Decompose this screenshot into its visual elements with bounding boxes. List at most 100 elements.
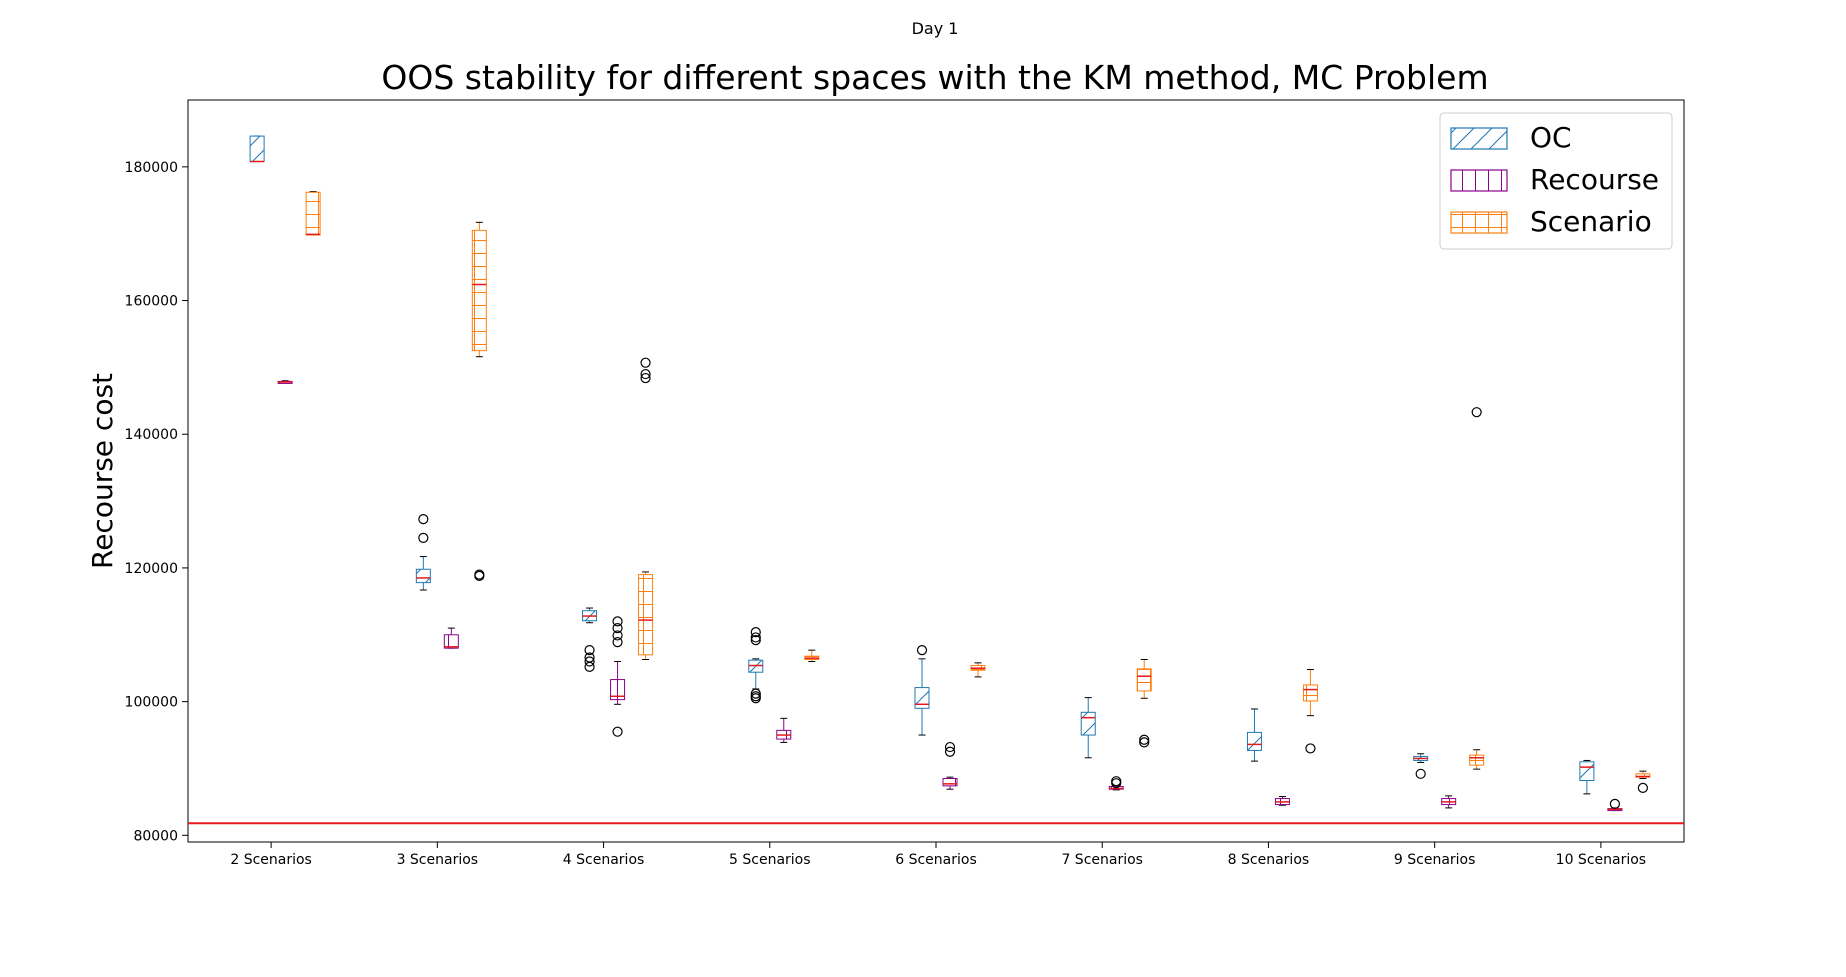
box-body [638, 574, 654, 656]
x-tick-label: 8 Scenarios [1228, 852, 1310, 868]
box-recourse-10 [1607, 798, 1623, 812]
box-body [942, 777, 958, 787]
flier-point [612, 630, 623, 641]
flier-point [584, 661, 595, 672]
box-scenario-3 [471, 221, 487, 582]
legend-swatch [1450, 211, 1508, 234]
box-oc-5 [748, 627, 764, 704]
box-scenario-4 [638, 357, 654, 661]
flier-point [750, 635, 761, 646]
flier-point [584, 652, 595, 663]
x-tick-label: 3 Scenarios [397, 852, 479, 868]
box-scenario-10 [1635, 770, 1651, 793]
flier-point [640, 368, 651, 380]
box-recourse-8 [1274, 796, 1290, 806]
x-tick-label: 4 Scenarios [563, 852, 645, 868]
box-scenario-2 [305, 191, 321, 236]
flier-point [640, 357, 651, 368]
plot-area: 80000 100000 120000 140000 160000 180000 2 Sce… [125, 99, 1685, 868]
y-tick-label: 140000 [125, 427, 178, 443]
box-body [1302, 684, 1318, 702]
box-oc-7 [1080, 697, 1096, 759]
box-body [443, 634, 459, 649]
box-oc-6 [914, 645, 930, 736]
flier-point [1609, 798, 1620, 809]
legend-item-recourse: Recourse [1450, 163, 1659, 196]
flier-point [1415, 768, 1426, 779]
flier-point [1139, 734, 1150, 745]
box-scenario-9 [1469, 407, 1485, 770]
legend-swatch [1450, 127, 1508, 150]
flier-point [612, 616, 623, 627]
legend-item-scenario: Scenario [1450, 205, 1652, 238]
box-recourse-3 [443, 627, 459, 649]
box-body [471, 229, 487, 352]
y-tick-label: 120000 [125, 561, 178, 577]
x-tick-label: 6 Scenarios [895, 852, 977, 868]
y-tick-label: 100000 [125, 695, 178, 711]
box-scenario-5 [804, 649, 820, 663]
legend-label: Scenario [1530, 205, 1652, 238]
box-body [1246, 731, 1262, 751]
legend-item-oc: OC [1450, 121, 1572, 154]
legend-label: OC [1530, 121, 1572, 154]
box-scenario-8 [1302, 669, 1318, 754]
box-recourse-4 [610, 616, 626, 737]
flier-point [750, 627, 761, 638]
legend: OC Recourse Scenario [1439, 112, 1673, 250]
flier-point [612, 726, 623, 737]
box-body [1080, 711, 1096, 736]
flier-point [1111, 776, 1122, 787]
flier-point [916, 645, 928, 656]
flier-point [1139, 737, 1150, 748]
flier-point [584, 656, 595, 667]
box-body [1136, 668, 1152, 692]
flier-point [474, 569, 485, 580]
box-oc-9 [1413, 753, 1429, 779]
legend-swatch [1450, 169, 1508, 192]
box-recourse-5 [776, 717, 792, 743]
flier-point [640, 372, 651, 384]
y-axis-label: Recourse cost [86, 373, 119, 569]
flier-point [1305, 743, 1316, 754]
flier-point [612, 622, 623, 634]
box-recourse-6 [942, 741, 958, 790]
flier-point [750, 691, 761, 702]
flier-point [418, 532, 429, 543]
x-tick-label: 2 Scenarios [230, 852, 312, 868]
box-body [610, 679, 626, 701]
flier-point [1471, 407, 1482, 418]
box-scenario-6 [970, 662, 986, 678]
box-oc-8 [1246, 708, 1262, 762]
x-tick-label: 7 Scenarios [1061, 852, 1143, 868]
figure-suptitle: Day 1 [912, 19, 959, 38]
y-tick-label: 80000 [133, 828, 178, 844]
flier-point [750, 688, 761, 699]
legend-label: Recourse [1530, 163, 1659, 196]
box-body [1469, 754, 1485, 766]
box-recourse-9 [1441, 795, 1457, 809]
flier-point [944, 746, 956, 757]
box-oc-2 [249, 135, 265, 163]
flier-point [1637, 782, 1648, 793]
box-recourse-2 [277, 380, 293, 384]
box-body [415, 568, 431, 584]
y-tick-label: 160000 [125, 294, 178, 310]
box-body [914, 687, 930, 709]
chart-title: OOS stability for different spaces with … [381, 58, 1488, 97]
box-body [305, 191, 321, 236]
box-oc-4 [582, 607, 598, 672]
flier-point [944, 741, 956, 753]
box-body [249, 135, 265, 162]
flier-point [584, 645, 595, 656]
flier-point [750, 632, 761, 643]
flier-point [612, 637, 623, 648]
box-scenario-7 [1136, 659, 1152, 748]
box-oc-10 [1579, 759, 1595, 795]
x-tick-label: 10 Scenarios [1556, 852, 1646, 868]
box-recourse-7 [1108, 776, 1124, 791]
box-oc-3 [415, 514, 431, 591]
y-tick-label: 180000 [125, 160, 178, 176]
x-tick-label: 5 Scenarios [729, 852, 811, 868]
